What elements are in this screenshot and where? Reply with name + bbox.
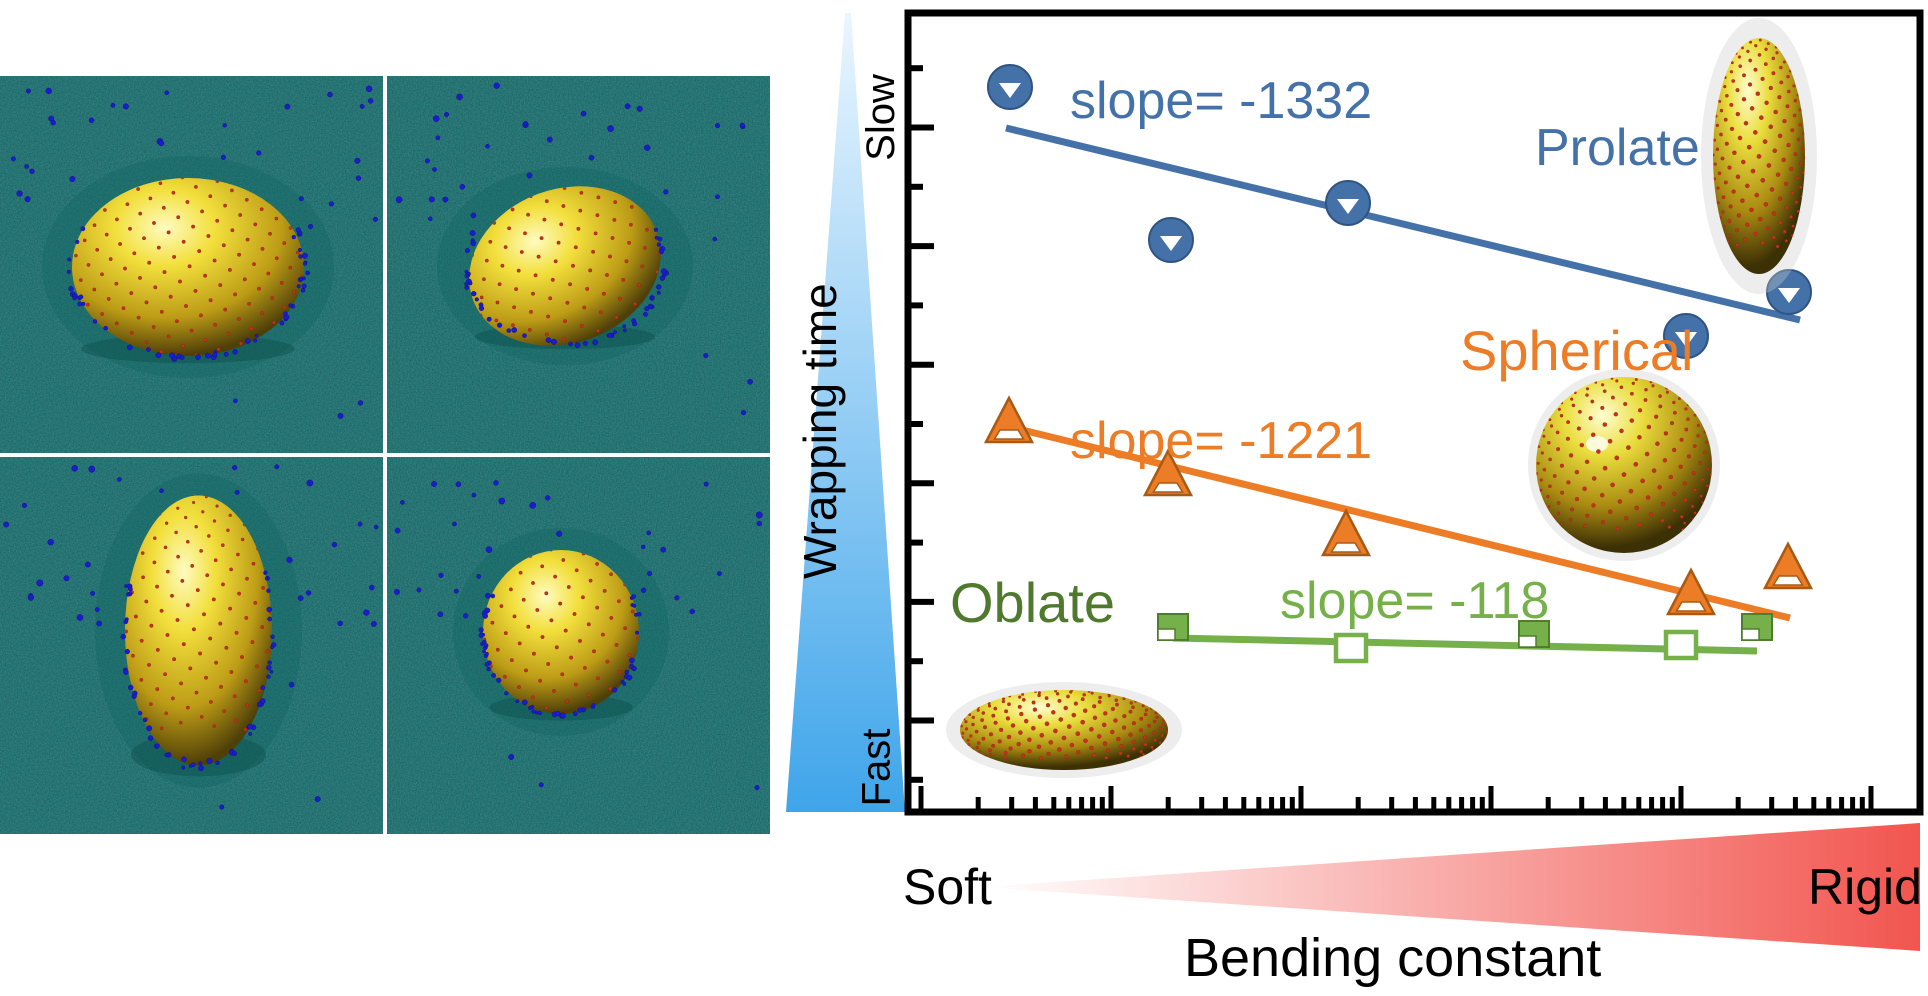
svg-text:slope= -1221: slope= -1221	[1070, 412, 1372, 470]
svg-text:Spherical: Spherical	[1460, 319, 1693, 382]
svg-text:Prolate: Prolate	[1535, 119, 1700, 177]
svg-text:Oblate: Oblate	[950, 571, 1115, 634]
svg-text:slope= -1332: slope= -1332	[1070, 72, 1372, 130]
svg-text:slope= -118: slope= -118	[1280, 572, 1549, 630]
